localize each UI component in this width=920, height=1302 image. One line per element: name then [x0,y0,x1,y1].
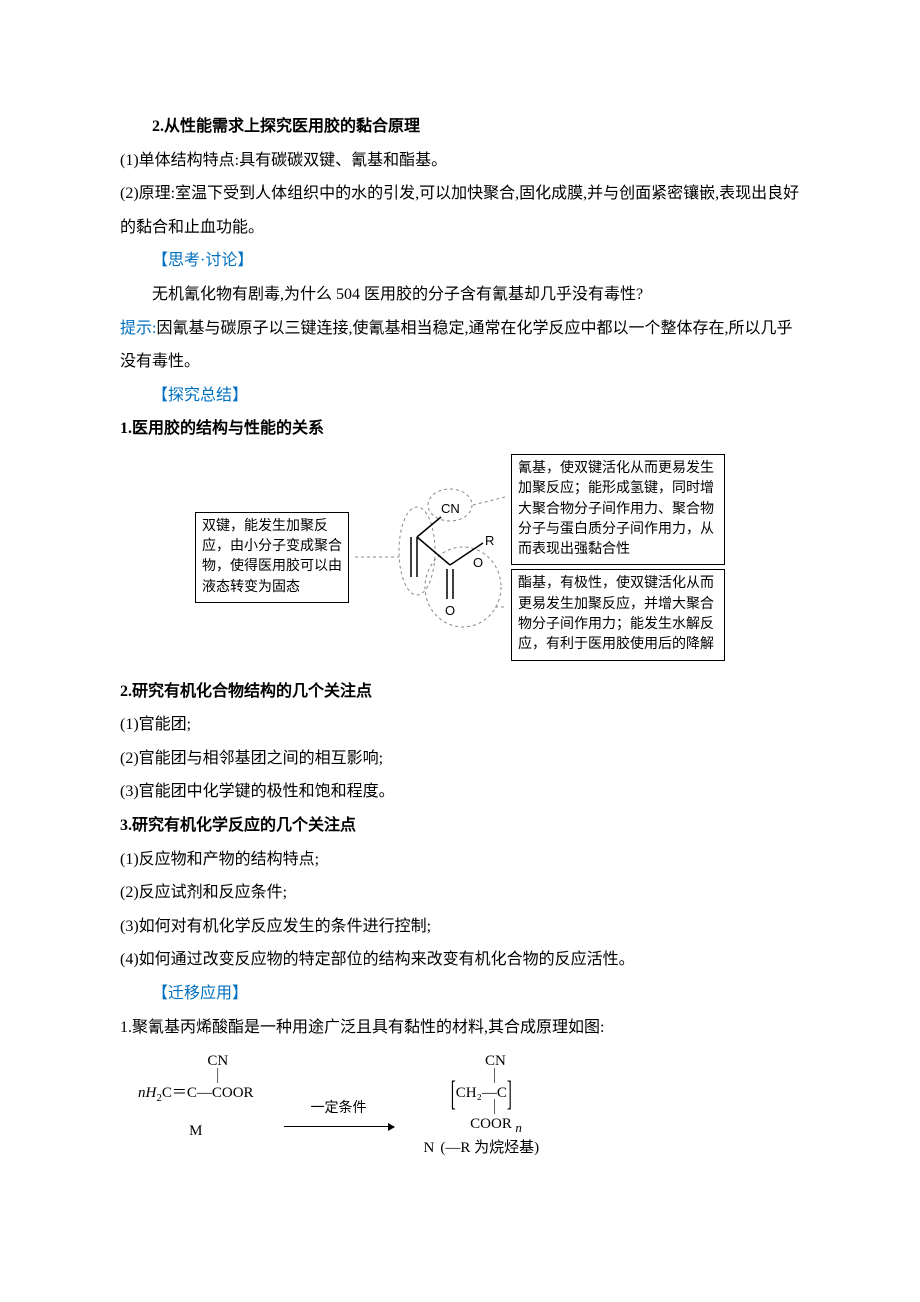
h3-item-4: (4)如何通过改变反应物的特定部位的结构来改变有机化合物的反应活性。 [120,943,800,977]
transfer-q1: 1.聚氰基丙烯酸酯是一种用途广泛且具有黏性的材料,其合成原理如图: [120,1011,800,1045]
hint-text: 因氰基与碳原子以三键连接,使氰基相当稳定,通常在化学反应中都以一个整体存在,所以… [120,320,792,371]
h2-item-3: (3)官能团中化学键的极性和饱和程度。 [120,775,800,809]
label-o2: O [445,603,455,618]
label-o1: O [473,555,483,570]
poly-backbone: CH₂—C [456,1085,507,1101]
h2-item-1: (1)官能团; [120,708,800,742]
label-r: R [485,533,494,548]
transfer-label: 【迁移应用】 [120,977,800,1011]
molecule-svg: CN R O O [355,477,505,637]
h3-item-3: (3)如何对有机化学反应发生的条件进行控制; [120,910,800,944]
monomer-formula: C＝C—COOR [162,1085,254,1101]
section-2-p1: (1)单体结构特点:具有碳碳双键、氰基和酯基。 [120,144,800,178]
diagram-right-top-box: 氰基，使双键活化从而更易发生加聚反应；能形成氢键，同时增大聚合物分子间作用力、聚… [511,454,725,565]
h3-item-1: (1)反应物和产物的结构特点; [120,843,800,877]
r-note: (—R 为烷烃基) [440,1137,539,1160]
summary-h1: 1.医用胶的结构与性能的关系 [120,412,800,446]
poly-coor: COOR [451,1113,512,1136]
summary-h3: 3.研究有机化学反应的几个关注点 [120,809,800,843]
section-2-p2: (2)原理:室温下受到人体组织中的水的引发,可以加快聚合,固化成膜,并与创面紧密… [120,177,800,244]
h2-item-2: (2)官能团与相邻基团之间的相互影响; [120,742,800,776]
summary-h2: 2.研究有机化合物结构的几个关注点 [120,675,800,709]
label-cn: CN [441,501,460,516]
monomer-label: M [189,1120,202,1143]
section-2-heading: 2.从性能需求上探究医用胶的黏合原理 [120,110,800,144]
polymer-label: N [424,1140,435,1156]
polymer-structure: CN ｜ [CH₂—C] ｜ COOR n N(—R 为烷烃基) [424,1050,540,1160]
structure-diagram: 双键，能发生加聚反应，由小分子变成聚合物，使得医用胶可以由液态转变为固态 CN … [120,454,800,661]
arrow-label: 一定条件 [311,1094,367,1123]
think-label: 【思考·讨论】 [120,244,800,278]
summary-label: 【探究总结】 [120,379,800,413]
think-answer: 提示:因氰基与碳原子以三键连接,使氰基相当稳定,通常在化学反应中都以一个整体存在… [120,312,800,379]
h3-item-2: (2)反应试剂和反应条件; [120,876,800,910]
diagram-right-bottom-box: 酯基，有极性，使双键活化从而更易发生加聚反应，并增大聚合物分子间作用力；能发生水… [511,569,725,660]
diagram-left-box: 双键，能发生加聚反应，由小分子变成聚合物，使得医用胶可以由液态转变为固态 [195,512,349,603]
monomer-structure: CN ｜ nH2C＝C—COOR M [138,1050,254,1143]
poly-cn: CN [451,1050,512,1073]
reaction-arrow: 一定条件 [284,1078,394,1126]
reaction-scheme: CN ｜ nH2C＝C—COOR M 一定条件 CN ｜ [CH₂—C] ｜ C… [138,1050,800,1160]
hint-label: 提示: [120,320,156,337]
think-question: 无机氰化物有剧毒,为什么 504 医用胶的分子含有氰基却几乎没有毒性? [120,278,800,312]
monomer-n-prefix: nH [138,1085,156,1101]
